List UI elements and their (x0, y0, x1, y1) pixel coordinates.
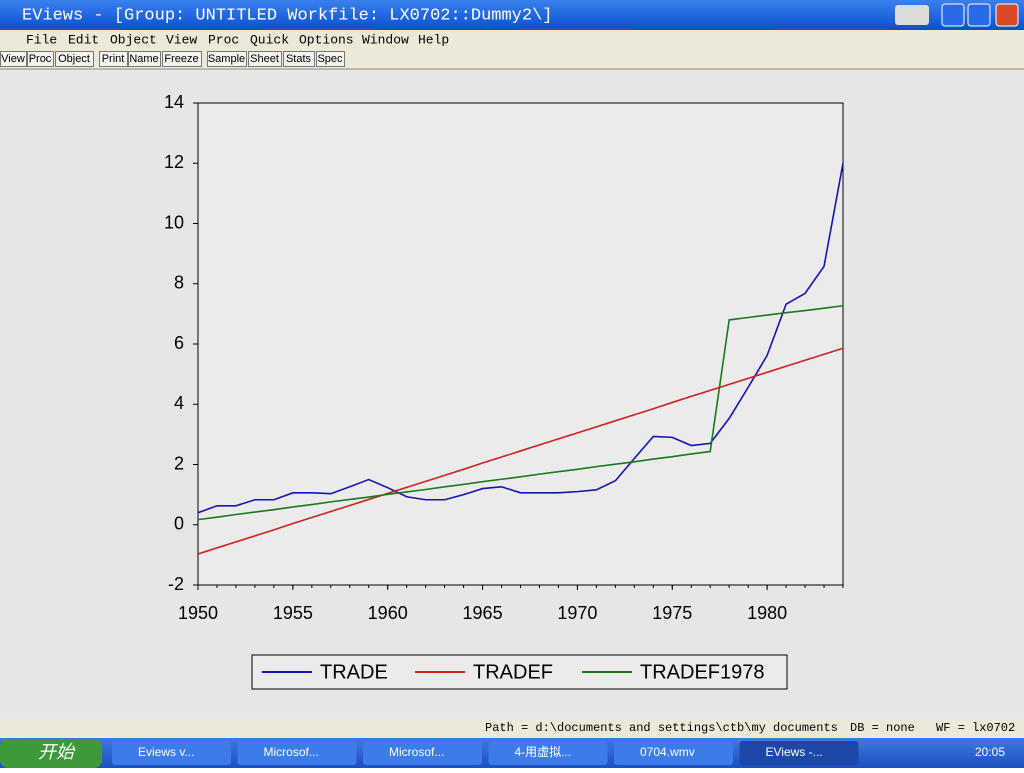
toolbar-label[interactable]: Stats (286, 53, 312, 65)
menu-item[interactable]: View (166, 32, 197, 47)
y-tick-label: 8 (174, 273, 184, 293)
taskbar-label[interactable]: 0704.wmv (640, 745, 695, 759)
menu-item[interactable]: Options (299, 32, 354, 47)
y-tick-label: 14 (164, 92, 184, 112)
toolbar-label[interactable]: Object (58, 53, 90, 65)
minimize-button[interactable] (941, 3, 965, 27)
series-line (197, 304, 844, 521)
toolbar-button[interactable] (248, 51, 282, 67)
y-tick-label: -2 (168, 574, 184, 594)
plot-area (197, 102, 844, 586)
toolbar-button[interactable] (162, 51, 202, 67)
series-line (197, 163, 844, 514)
status-bar (0, 718, 1024, 738)
taskbar-item[interactable] (363, 741, 482, 765)
menu-item[interactable]: Window (362, 32, 409, 47)
maximize-button[interactable] (967, 3, 991, 27)
toolbar-label[interactable]: Proc (29, 53, 52, 65)
x-tick-label: 1955 (273, 603, 313, 623)
series-line (197, 347, 844, 555)
tray-icon[interactable] (895, 5, 929, 25)
toolbar-label[interactable]: Freeze (164, 53, 198, 65)
y-tick-label: 6 (174, 333, 184, 353)
start-label[interactable]: 开始 (38, 742, 76, 762)
toolbar-label[interactable]: View (1, 53, 25, 65)
toolbar-button[interactable] (128, 51, 161, 67)
toolbar-button[interactable] (55, 51, 94, 67)
close-button[interactable] (995, 3, 1019, 27)
menu-item[interactable]: Help (418, 32, 449, 47)
toolbar-button[interactable] (207, 51, 247, 67)
taskbar-label[interactable]: Eviews v... (138, 745, 194, 759)
x-tick-label: 1965 (463, 603, 503, 623)
toolbar-button[interactable] (283, 51, 315, 67)
taskbar-item[interactable] (614, 741, 733, 765)
y-tick-label: 0 (174, 514, 184, 534)
start-button[interactable] (0, 739, 102, 768)
toolbar-button[interactable] (99, 51, 128, 67)
y-tick-label: 10 (164, 212, 184, 232)
legend-label: TRADEF1978 (640, 661, 765, 683)
toolbar-label[interactable]: Print (102, 53, 125, 65)
taskbar-label[interactable]: Microsof... (264, 745, 319, 759)
x-tick-label: 1975 (652, 603, 692, 623)
status-text: Path = d:\documents and settings\ctb\my … (485, 721, 838, 735)
taskbar-item[interactable] (112, 741, 231, 765)
menu-item[interactable]: Object (110, 32, 157, 47)
taskbar-label[interactable]: EViews -... (766, 745, 823, 759)
toolbar-button[interactable] (316, 51, 345, 67)
x-tick-label: 1950 (178, 603, 218, 623)
x-tick-label: 1960 (368, 603, 408, 623)
menu-item[interactable]: File (26, 32, 57, 47)
toolbar-label[interactable]: Name (129, 53, 158, 65)
taskbar-label[interactable]: Microsof... (389, 745, 444, 759)
legend-label: TRADEF (473, 661, 553, 683)
taskbar-item[interactable] (237, 741, 357, 765)
menu-item[interactable]: Proc (208, 32, 239, 47)
toolbar-button[interactable] (0, 51, 27, 67)
toolbar-label[interactable]: Spec (317, 53, 343, 65)
y-tick-label: 4 (174, 393, 184, 413)
menu-item[interactable]: Quick (250, 32, 289, 47)
title-bar (0, 0, 1024, 30)
toolbar-label[interactable]: Sample (208, 53, 245, 65)
window-title: EViews - [Group: UNTITLED Workfile: LX07… (22, 6, 553, 25)
status-text: WF = lx0702 (936, 721, 1015, 735)
toolbar-button[interactable] (27, 51, 54, 67)
taskbar-item[interactable] (739, 741, 859, 765)
x-tick-label: 1970 (557, 603, 597, 623)
x-tick-label: 1980 (747, 603, 787, 623)
status-text: DB = none (850, 721, 915, 735)
y-tick-label: 12 (164, 152, 184, 172)
taskbar-label[interactable]: 4-用虚拟... (515, 745, 572, 759)
y-tick-label: 2 (174, 453, 184, 473)
toolbar-label[interactable]: Sheet (250, 53, 279, 65)
legend (251, 654, 788, 690)
legend-label: TRADE (320, 661, 388, 683)
menu-item[interactable]: Edit (68, 32, 99, 47)
taskbar-item[interactable] (488, 741, 608, 765)
clock: 20:05 (975, 745, 1005, 759)
